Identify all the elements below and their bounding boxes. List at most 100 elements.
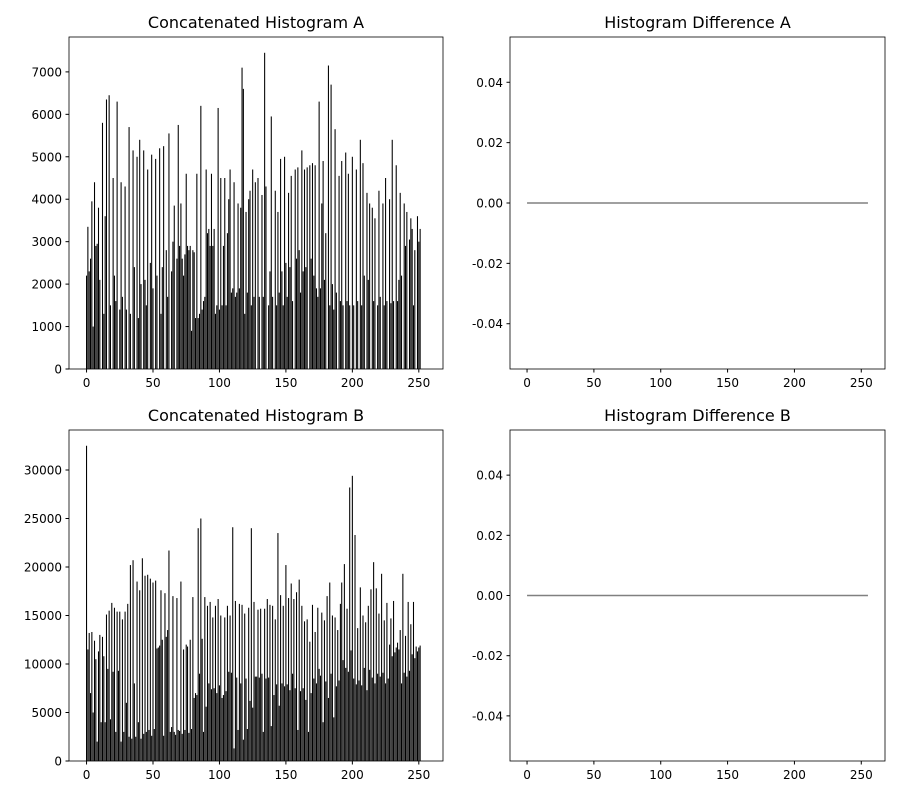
bar [377,673,379,761]
bar [309,641,311,761]
bar [406,676,408,761]
chart-title: Histogram Difference B [604,406,791,425]
bar [395,647,397,761]
bar [136,156,138,369]
bar [97,651,100,761]
bar [116,611,118,761]
bar [280,595,282,761]
bar [403,672,405,761]
bar [401,275,403,369]
bar [284,686,286,761]
bar [318,101,320,370]
bar [202,301,205,369]
bar [139,139,141,369]
bar [137,318,139,369]
bar [418,647,420,761]
bar [184,729,186,761]
bar [374,683,376,761]
bar [213,228,215,369]
bar [241,67,243,370]
bar [334,129,336,369]
bar [314,631,316,761]
x-tick-label: 200 [341,376,364,390]
bar [198,673,201,761]
bar [276,305,278,369]
y-tick-label: 6000 [31,108,62,122]
bar [366,192,368,369]
bar [140,738,142,761]
bar [132,560,134,761]
bar [414,658,416,761]
bar [121,619,123,761]
bar [205,706,207,761]
bar [151,735,153,761]
bar [408,239,411,369]
bar [192,250,194,369]
bar [100,722,102,761]
bar [265,678,267,761]
bar [321,203,323,369]
bar [128,127,130,370]
bar [112,178,114,369]
bar [346,301,348,369]
bar [330,84,332,369]
bar [311,163,314,369]
x-tick-label: 50 [145,376,160,390]
bar [124,611,126,761]
bar [343,564,345,761]
bar [165,636,167,761]
bar [119,309,121,369]
bar [375,588,377,761]
bar [248,607,250,761]
bar [406,211,408,369]
bar [137,722,139,761]
bar [125,309,127,369]
bar [272,296,274,369]
bar [204,296,206,369]
bar [151,154,153,369]
x-tick-label: 0 [83,376,91,390]
bar [342,660,344,761]
bar [145,731,147,761]
bar [315,288,318,369]
bar [153,728,155,761]
bar [253,601,255,761]
x-tick-label: 100 [649,768,672,782]
bar [401,683,403,761]
bar [390,303,392,369]
x-tick-label: 0 [83,768,91,782]
bar [128,736,130,761]
bar [124,186,126,369]
bar [109,719,111,761]
bar [317,607,319,761]
bar [285,262,287,369]
x-tick-label: 200 [783,376,806,390]
bar [222,245,224,369]
bar [310,693,312,761]
bar [187,245,189,369]
bar [123,731,125,761]
bar [218,309,220,369]
bar [212,245,214,369]
bar [411,228,413,369]
bar [112,671,114,761]
y-tick-label: 0.04 [476,469,503,483]
bar [181,733,183,761]
bar [115,731,117,761]
y-tick-label: 0 [54,755,62,769]
bar [377,305,379,369]
bar [415,646,417,761]
bar [382,203,384,369]
bar [200,105,202,370]
bar [367,279,369,369]
bar [260,608,262,761]
bar [136,581,138,761]
x-tick-label: 100 [208,376,231,390]
bar [171,727,173,761]
y-tick-label: 0 [54,363,62,377]
bar [322,161,324,369]
bar [412,601,415,761]
bar [193,252,195,369]
y-tick-label: 15000 [24,609,62,623]
bar [393,600,395,761]
